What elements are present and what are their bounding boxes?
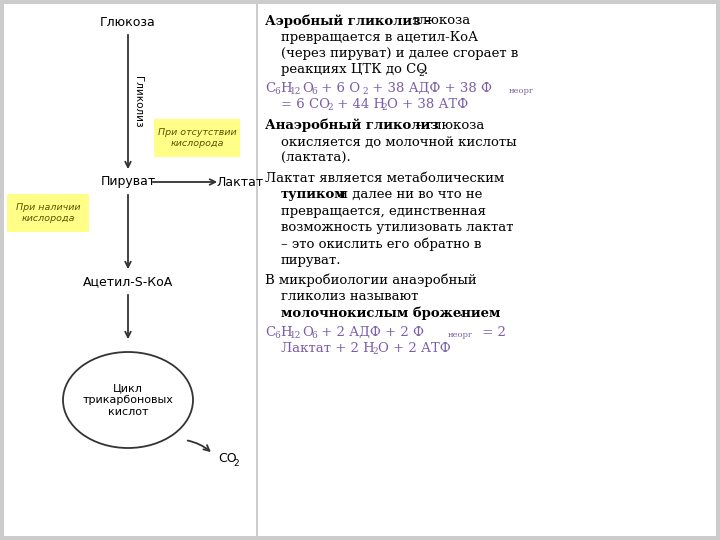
Text: превращается в ацетил-КоА: превращается в ацетил-КоА	[281, 30, 478, 44]
Text: Аэробный гликолиз -: Аэробный гликолиз -	[265, 14, 436, 28]
Text: 2: 2	[372, 348, 377, 356]
Text: О + 2 АТФ: О + 2 АТФ	[378, 342, 451, 355]
Text: 2: 2	[381, 104, 387, 112]
Text: О + 38 АТФ: О + 38 АТФ	[387, 98, 468, 111]
Text: 2: 2	[233, 458, 238, 468]
Text: – глюкоза: – глюкоза	[411, 119, 485, 132]
Text: превращается, единственная: превращается, единственная	[281, 205, 486, 218]
Text: (лактата).: (лактата).	[281, 152, 351, 165]
Text: неорг: неорг	[448, 331, 473, 339]
Bar	[4, 4, 256, 536]
Text: 2: 2	[362, 87, 368, 96]
Text: и далее ни во что не: и далее ни во что не	[335, 188, 482, 201]
Text: 6: 6	[274, 87, 280, 96]
Text: глюкоза: глюкоза	[413, 14, 472, 27]
Text: При отсутствии
кислорода: При отсутствии кислорода	[158, 129, 236, 148]
Text: – это окислить его обратно в: – это окислить его обратно в	[281, 238, 482, 251]
Text: Ацетил-S-КоА: Ацетил-S-КоА	[83, 275, 173, 288]
Text: 2: 2	[327, 104, 333, 112]
Text: В микробиологии анаэробный: В микробиологии анаэробный	[265, 273, 477, 287]
Text: 6: 6	[311, 331, 317, 340]
Text: (через пируват) и далее сгорает в: (через пируват) и далее сгорает в	[281, 47, 518, 60]
Text: молочнокислым брожением: молочнокислым брожением	[281, 307, 500, 320]
Text: = 2: = 2	[478, 326, 506, 339]
Text: Лактат является метаболическим: Лактат является метаболическим	[265, 172, 504, 185]
FancyBboxPatch shape	[154, 119, 240, 157]
Text: CO: CO	[218, 451, 237, 464]
Text: С: С	[265, 326, 275, 339]
Text: окисляется до молочной кислоты: окисляется до молочной кислоты	[281, 136, 517, 148]
Text: Пируват: Пируват	[100, 176, 156, 188]
Text: Лактат: Лактат	[217, 176, 264, 188]
Text: реакциях ЦТК до СО: реакциях ЦТК до СО	[281, 64, 427, 77]
Text: Цикл
трикарбоновых
кислот: Цикл трикарбоновых кислот	[83, 383, 174, 416]
Text: + 44 Н: + 44 Н	[333, 98, 385, 111]
Text: + 38 АДФ + 38 Ф: + 38 АДФ + 38 Ф	[368, 82, 492, 95]
Text: Глюкоза: Глюкоза	[100, 16, 156, 29]
Bar	[258, 4, 716, 536]
Text: = 6 СО: = 6 СО	[281, 98, 330, 111]
Text: Лактат + 2 Н: Лактат + 2 Н	[281, 342, 374, 355]
Text: 2: 2	[418, 69, 423, 78]
Text: гликолиз называют: гликолиз называют	[281, 290, 418, 303]
Text: Н: Н	[280, 82, 292, 95]
Text: Н: Н	[280, 326, 292, 339]
Text: Анаэробный гликолиз: Анаэробный гликолиз	[265, 119, 438, 132]
Text: 6: 6	[311, 87, 317, 96]
Ellipse shape	[63, 352, 193, 448]
Text: тупиком: тупиком	[281, 188, 346, 201]
Text: .: .	[459, 307, 463, 320]
Text: .: .	[424, 64, 428, 77]
Text: 12: 12	[290, 87, 302, 96]
Text: 6: 6	[274, 331, 280, 340]
Text: О: О	[302, 82, 313, 95]
Text: + 6 О: + 6 О	[317, 82, 360, 95]
Text: С: С	[265, 82, 275, 95]
Text: неорг: неорг	[509, 87, 534, 95]
Text: возможность утилизовать лактат: возможность утилизовать лактат	[281, 221, 513, 234]
Text: Гликолиз: Гликолиз	[133, 76, 143, 128]
Text: 12: 12	[290, 331, 302, 340]
Text: О: О	[302, 326, 313, 339]
Text: + 2 АДФ + 2 Ф: + 2 АДФ + 2 Ф	[317, 326, 424, 339]
Text: пируват.: пируват.	[281, 254, 341, 267]
Text: При наличии
кислорода: При наличии кислорода	[16, 203, 80, 222]
FancyBboxPatch shape	[7, 194, 89, 232]
